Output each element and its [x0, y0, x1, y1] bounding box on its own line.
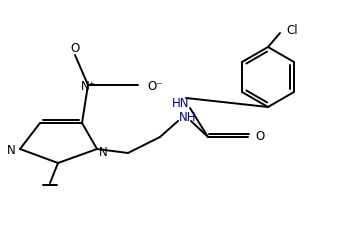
- Text: O⁻: O⁻: [147, 79, 162, 92]
- Text: N: N: [99, 146, 108, 159]
- Text: NH: NH: [179, 111, 197, 124]
- Text: N⁺: N⁺: [81, 79, 96, 92]
- Text: O: O: [255, 129, 264, 142]
- Text: O: O: [70, 42, 80, 55]
- Text: HN: HN: [171, 97, 189, 110]
- Text: Cl: Cl: [286, 23, 298, 36]
- Text: N: N: [7, 143, 16, 156]
